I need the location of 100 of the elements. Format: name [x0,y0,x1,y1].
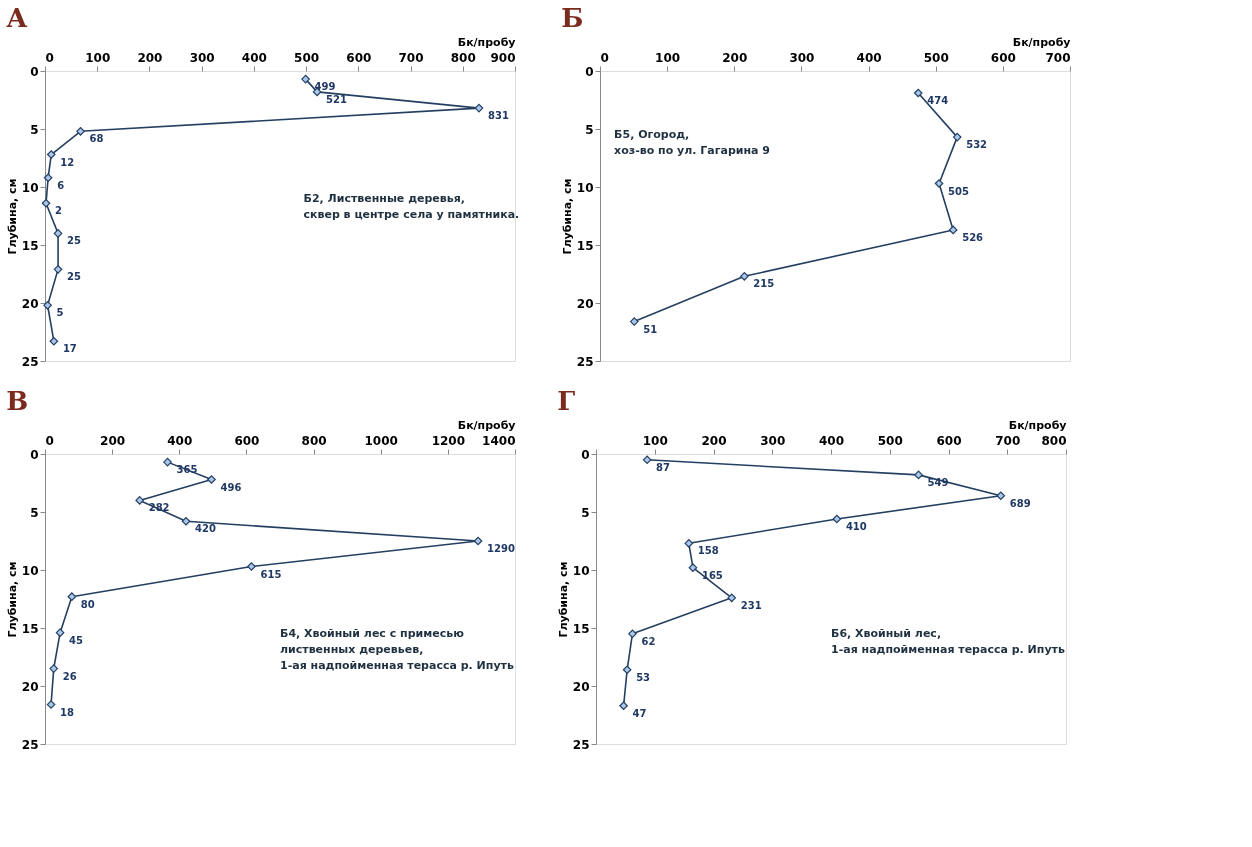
y-tick-label: 15 [572,621,590,636]
data-label: 158 [697,545,719,557]
x-tick-label: 100 [642,433,668,448]
x-tick-label: 200 [722,50,748,65]
data-label: 47 [632,707,647,719]
chart-title: В [6,386,29,416]
x-tick-label: 100 [655,50,681,65]
data-label: 526 [962,231,984,243]
x-tick-label: 200 [100,433,126,448]
x-tick-label: 300 [760,433,786,448]
y-tick-label: 10 [572,563,590,578]
x-tick-label: 0 [45,433,54,448]
y-axis-title: Глубина, см [5,561,19,638]
y-tick-label: 20 [21,679,39,694]
y-tick-label: 5 [585,122,594,137]
x-axis-title: Бк/пробу [1012,35,1071,49]
data-label: 231 [740,599,762,611]
x-tick-label: 600 [990,50,1016,65]
data-label: 521 [326,93,347,105]
y-tick-label: 0 [581,447,590,462]
annotation: Б6, Хвойный лес, 1-ая надпойменная терасса р. Ипуть [831,627,1065,656]
x-tick-label: 600 [346,50,372,65]
data-label: 5 [56,307,64,319]
y-tick-label: 20 [572,679,590,694]
y-tick-label: 15 [576,238,594,253]
data-label: 17 [62,343,77,355]
x-tick-label: 800 [301,433,327,448]
data-label: 12 [60,156,75,168]
data-label: 25 [67,235,82,247]
data-label: 831 [487,110,509,122]
y-tick-label: 25 [21,737,39,752]
x-axis-title: Бк/пробу [457,35,516,49]
x-tick-label: 0 [600,50,609,65]
y-tick-label: 10 [21,563,39,578]
data-label: 496 [220,481,242,493]
y-tick-label: 15 [21,621,39,636]
x-tick-label: 400 [241,50,267,65]
y-tick-label: 15 [21,238,39,253]
y-tick-label: 5 [581,505,590,520]
data-label: 51 [643,323,658,335]
data-label: 68 [89,133,104,145]
data-label: 18 [60,706,74,718]
y-axis-title: Глубина, см [556,561,570,638]
y-tick-label: 20 [21,296,39,311]
data-label: 420 [195,523,216,535]
x-tick-label: 600 [234,433,260,448]
y-tick-label: 10 [576,180,594,195]
data-label: 215 [753,278,775,290]
x-tick-label: 700 [995,433,1021,448]
x-tick-label: 1200 [431,433,466,448]
x-tick-label: 500 [877,433,903,448]
data-label: 474 [927,95,949,107]
x-tick-label: 400 [167,433,193,448]
y-tick-label: 5 [30,505,39,520]
data-label: 2 [55,205,63,217]
data-label: 26 [62,670,77,682]
x-tick-label: 700 [1045,50,1071,65]
data-label: 505 [948,185,969,197]
y-axis-title: Глубина, см [560,178,574,255]
x-tick-label: 200 [137,50,163,65]
x-tick-label: 400 [856,50,882,65]
data-label: 87 [656,461,671,473]
annotation: Б4, Хвойный лес с примесью лиственных деревьев, 1-ая надпойменная терасса р. Ипуть [280,627,514,672]
data-label: 53 [636,671,651,683]
y-tick-label: 0 [585,64,594,79]
x-tick-label: 900 [490,50,516,65]
x-tick-label: 300 [189,50,215,65]
y-tick-label: 0 [30,64,39,79]
x-tick-label: 500 [294,50,320,65]
data-label: 62 [641,635,656,647]
y-tick-label: 5 [30,122,39,137]
x-tick-label: 400 [818,433,845,448]
x-tick-label: 100 [85,50,111,65]
x-tick-label: 500 [923,50,949,65]
data-label: 615 [260,568,282,580]
y-tick-label: 25 [21,354,39,369]
y-axis-title: Глубина, см [5,178,19,255]
y-tick-label: 20 [576,296,594,311]
data-label: 80 [80,598,95,610]
data-label: 6 [57,179,65,191]
data-label: 549 [927,476,949,488]
x-tick-label: 200 [701,433,727,448]
data-label: 499 [314,81,336,93]
chart-title: Г [557,386,576,416]
x-tick-label: 600 [936,433,962,448]
data-label: 1290 [487,543,515,554]
data-label: 25 [67,271,82,283]
x-axis-title: Бк/пробу [1008,418,1067,432]
y-tick-label: 10 [21,180,39,195]
chart-title: А [6,3,28,33]
x-tick-label: 300 [789,50,815,65]
x-tick-label: 700 [398,50,424,65]
data-label: 165 [701,569,723,581]
x-tick-label: 800 [450,50,476,65]
x-axis-title: Бк/пробу [457,418,516,432]
annotation: Б5, Огород, хоз-во по ул. Гагарина 9 [614,128,770,157]
chart-title: Б [561,3,584,33]
x-tick-label: 1400 [482,433,516,448]
y-tick-label: 25 [576,354,594,369]
x-tick-label: 800 [1041,433,1067,448]
